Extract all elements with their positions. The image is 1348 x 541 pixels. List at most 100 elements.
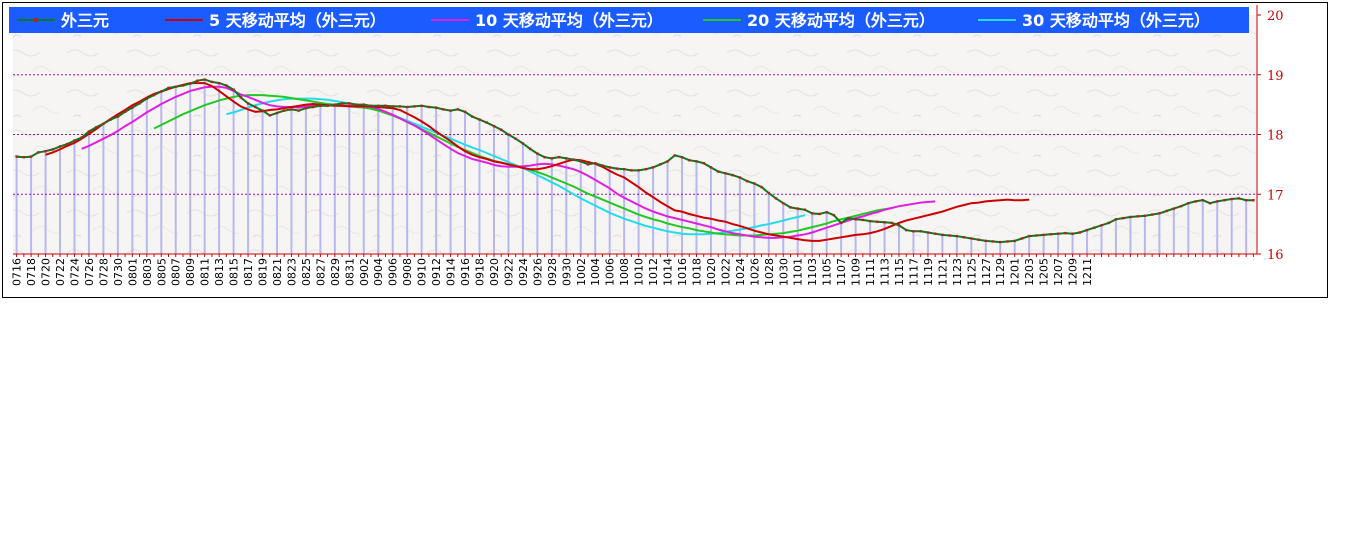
data-point <box>622 167 626 171</box>
x-tick-label: 1119 <box>922 258 935 286</box>
data-point <box>948 234 951 237</box>
volume-bar <box>87 131 90 254</box>
x-tick-label: 0813 <box>213 258 226 286</box>
data-point <box>304 107 308 110</box>
x-tick-label: 1205 <box>1038 258 1051 286</box>
x-tick-label: 0821 <box>271 258 284 286</box>
data-point <box>203 78 206 81</box>
x-tick-label: 0720 <box>40 258 53 286</box>
series-layer <box>15 78 1255 244</box>
data-point <box>246 102 250 105</box>
x-tick-label: 0920 <box>488 258 501 286</box>
volume-bar <box>897 225 900 254</box>
volume-bar <box>1187 203 1190 254</box>
data-point <box>926 231 930 234</box>
volume-bar <box>333 104 336 254</box>
data-point <box>87 130 91 133</box>
volume-bar <box>1114 219 1117 254</box>
data-point <box>731 173 734 177</box>
data-point <box>1143 214 1147 217</box>
data-point <box>51 148 54 151</box>
data-point <box>579 160 582 163</box>
data-point <box>420 104 423 108</box>
x-tick-label: 1115 <box>893 258 906 286</box>
volume-bar <box>782 203 785 254</box>
data-point <box>355 103 358 106</box>
x-tick-label: 1002 <box>575 258 588 286</box>
x-tick-label: 1010 <box>633 258 646 286</box>
data-point <box>666 160 669 163</box>
y-tick-label: 17 <box>1267 188 1284 203</box>
bar-layer <box>15 79 1248 255</box>
x-tick-label: 0803 <box>141 258 154 286</box>
volume-bar <box>854 219 857 254</box>
data-point <box>1165 209 1168 213</box>
data-point <box>796 207 799 210</box>
x-tick-label: 0926 <box>531 258 544 286</box>
data-point <box>478 118 481 121</box>
volume-bar <box>955 236 958 254</box>
data-point <box>463 110 467 113</box>
x-tick-label: 0829 <box>329 258 342 286</box>
data-point <box>608 166 611 169</box>
x-tick-label: 1101 <box>792 258 805 286</box>
volume-bar <box>319 105 322 254</box>
data-point <box>1121 216 1125 220</box>
x-tick-labels: 0716 0718 0720 0722 0724 0726 0728 0730 0801 0803… <box>11 258 1094 286</box>
data-point <box>384 104 387 108</box>
data-point <box>145 97 149 100</box>
x-tick-label: 0817 <box>242 258 255 286</box>
volume-bar <box>666 161 669 254</box>
volume-bar <box>565 158 568 254</box>
data-point <box>160 90 163 93</box>
data-point <box>912 230 915 233</box>
data-point <box>398 105 402 108</box>
data-point <box>586 163 590 166</box>
y-tick-label: 20 <box>1267 9 1284 24</box>
data-point <box>283 109 286 112</box>
volume-bar <box>232 89 235 254</box>
x-tick-label: 1030 <box>777 258 790 286</box>
volume-bar <box>304 108 307 255</box>
volume-bar <box>189 83 192 255</box>
x-tick-label: 1008 <box>618 258 631 286</box>
volume-bar <box>709 167 712 254</box>
volume-bar <box>623 169 626 254</box>
data-point <box>37 151 40 154</box>
volume-bar <box>550 158 553 254</box>
volume-bar <box>811 213 814 254</box>
volume-bar <box>984 240 987 254</box>
data-point <box>536 152 539 155</box>
data-point <box>688 158 691 162</box>
x-tick-label: 1026 <box>748 258 761 286</box>
volume-bar <box>1172 208 1175 254</box>
data-point <box>275 111 279 115</box>
volume-bar <box>1100 225 1103 254</box>
volume-bar <box>275 112 278 255</box>
x-tick-label: 1012 <box>647 258 660 286</box>
x-tick-label: 0728 <box>97 258 110 286</box>
x-tick-label: 0928 <box>546 258 559 286</box>
x-tick-label: 0716 <box>11 258 24 286</box>
data-point <box>594 161 597 165</box>
x-tick-label: 1016 <box>676 258 689 286</box>
data-point <box>225 84 228 87</box>
data-point <box>1208 202 1212 205</box>
data-point <box>492 124 496 128</box>
data-point <box>1201 199 1204 202</box>
data-point <box>1158 212 1161 215</box>
data-point <box>673 154 676 157</box>
x-tick-label: 0809 <box>184 258 197 286</box>
volume-bar <box>926 232 929 254</box>
legend-label: 5 天移动平均（外三元） <box>209 11 386 30</box>
volume-bar <box>825 212 828 254</box>
data-point <box>557 156 561 159</box>
data-point <box>970 237 973 240</box>
data-point <box>644 167 648 171</box>
data-point <box>123 110 127 113</box>
volume-bar <box>941 234 944 254</box>
data-point <box>1172 207 1176 210</box>
data-point <box>897 224 901 227</box>
y-tick-label: 18 <box>1267 129 1284 144</box>
legend-background <box>9 7 1249 33</box>
